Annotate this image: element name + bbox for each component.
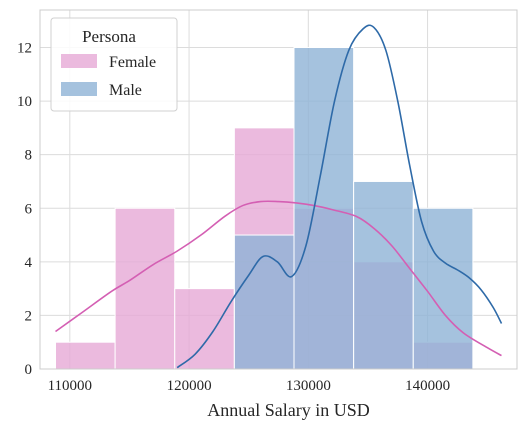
y-tick-label: 4 — [25, 255, 33, 271]
legend-swatch-female — [61, 54, 97, 68]
y-tick-label: 2 — [25, 308, 33, 324]
bar-male — [412, 207, 474, 370]
y-tick-labels: 0 2 4 6 8 10 12 — [17, 41, 33, 378]
legend-label-male: Male — [109, 82, 142, 99]
x-tick-label: 140000 — [405, 378, 450, 394]
x-tick-label: 130000 — [286, 378, 331, 394]
bar-male — [353, 180, 414, 370]
y-tick-label: 6 — [25, 201, 33, 217]
bar-female — [114, 207, 176, 370]
histogram-bars — [55, 47, 474, 370]
x-tick-label: 120000 — [167, 378, 212, 394]
kde-line-male — [176, 24, 503, 369]
y-tick-label: 0 — [25, 362, 33, 378]
y-tick-label: 12 — [17, 41, 32, 57]
x-axis-label: Annual Salary in USD — [207, 400, 369, 420]
legend: Persona Female Male — [50, 17, 178, 112]
bar-female — [174, 288, 235, 370]
y-tick-label: 8 — [25, 148, 33, 164]
bar-female — [55, 341, 116, 370]
legend-label-female: Female — [109, 54, 156, 71]
legend-swatch-male — [61, 82, 97, 96]
x-tick-labels: 110000 120000 130000 140000 — [48, 378, 450, 394]
x-tick-label: 110000 — [48, 378, 92, 394]
y-tick-label: 10 — [17, 94, 32, 110]
kde-line-female — [55, 200, 502, 357]
bar-male — [233, 234, 295, 370]
legend-entries: Female Male — [61, 54, 156, 99]
plot-frame — [39, 9, 518, 370]
kde-curves — [55, 24, 503, 369]
legend-title: Persona — [82, 27, 136, 46]
